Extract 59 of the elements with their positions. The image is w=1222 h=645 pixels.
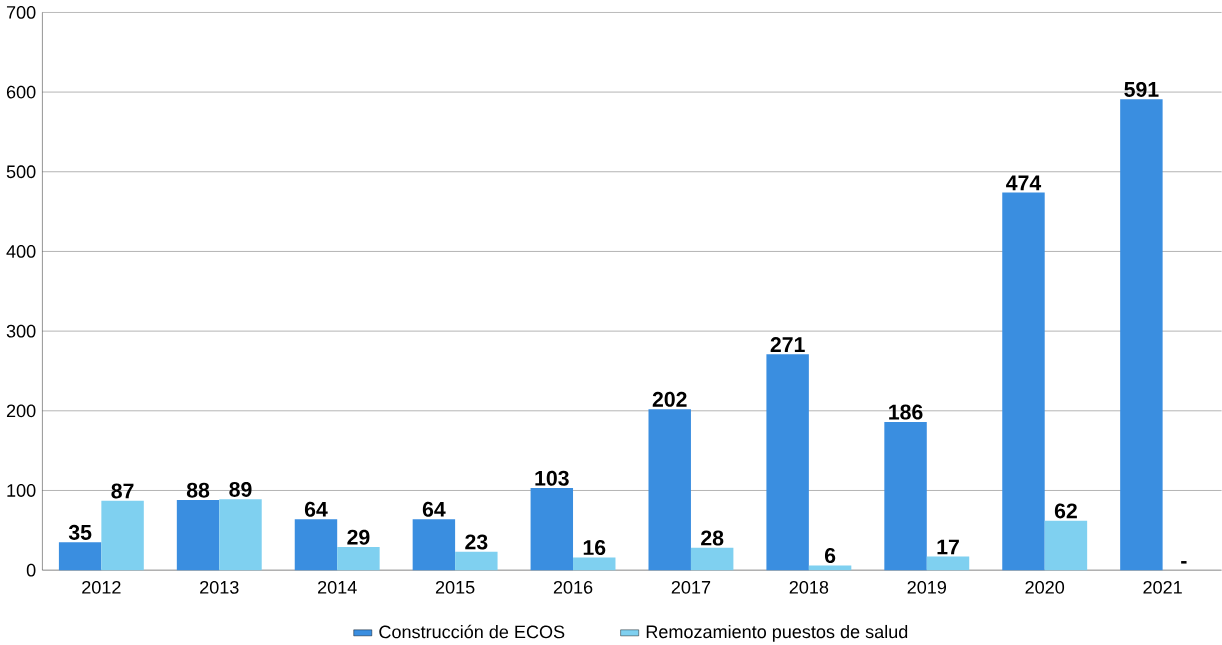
data-label: 28 bbox=[701, 530, 724, 546]
x-tick-label: 2018 bbox=[789, 580, 829, 594]
data-label: 202 bbox=[652, 391, 687, 407]
data-label: 35 bbox=[68, 524, 92, 540]
legend-label: Remozamiento puestos de salud bbox=[646, 624, 908, 642]
bar bbox=[294, 519, 338, 571]
data-label: 64 bbox=[422, 501, 446, 517]
x-tick-label: 2016 bbox=[553, 580, 593, 594]
x-tick-label: 2012 bbox=[82, 580, 121, 594]
bar bbox=[455, 551, 498, 571]
data-label: 23 bbox=[465, 534, 488, 550]
y-tick-label: 0 bbox=[26, 563, 36, 577]
x-tick-label: 2015 bbox=[435, 580, 475, 594]
x-tick-label: 2017 bbox=[671, 580, 711, 594]
x-tick-label: 2013 bbox=[200, 580, 239, 594]
bar bbox=[337, 547, 380, 571]
y-tick-label: 400 bbox=[6, 245, 36, 258]
bar bbox=[219, 499, 262, 571]
x-tick-label: 2020 bbox=[1025, 580, 1065, 594]
data-label: 474 bbox=[1006, 175, 1042, 191]
y-tick-label: 300 bbox=[6, 324, 36, 338]
y-tick-label: 600 bbox=[6, 85, 36, 99]
y-tick-label: 100 bbox=[7, 484, 36, 497]
y-tick-label: 700 bbox=[6, 5, 36, 19]
bar bbox=[648, 409, 691, 571]
y-tick-label: 500 bbox=[6, 165, 36, 179]
data-label: 16 bbox=[583, 540, 606, 556]
data-label: 271 bbox=[770, 337, 805, 352]
data-label: 29 bbox=[347, 529, 370, 545]
bar bbox=[1120, 99, 1163, 571]
bar bbox=[884, 421, 927, 571]
bar bbox=[101, 500, 144, 571]
bar bbox=[58, 542, 102, 571]
data-label: 64 bbox=[304, 501, 328, 517]
data-label: 186 bbox=[889, 404, 923, 420]
x-tick-label: 2019 bbox=[907, 580, 947, 594]
bar bbox=[690, 547, 734, 571]
data-label: 103 bbox=[535, 470, 569, 486]
data-label: 62 bbox=[1054, 503, 1077, 519]
data-label: 88 bbox=[186, 482, 210, 498]
legend-label: Construcción de ECOS bbox=[379, 624, 565, 639]
bar bbox=[766, 354, 809, 571]
bar bbox=[573, 557, 616, 571]
bar bbox=[176, 500, 220, 571]
bar bbox=[926, 556, 970, 571]
bar bbox=[1044, 520, 1088, 571]
bar bbox=[412, 519, 456, 571]
data-label: 89 bbox=[229, 481, 252, 497]
data-label: 87 bbox=[111, 483, 134, 499]
data-label: 17 bbox=[937, 539, 959, 555]
data-label: 6 bbox=[824, 547, 836, 564]
y-tick-label: 200 bbox=[6, 404, 36, 418]
bar bbox=[530, 488, 574, 571]
text: - bbox=[1181, 561, 1187, 564]
bar bbox=[808, 565, 852, 571]
x-tick-label: 2021 bbox=[1143, 580, 1182, 594]
x-tick-label: 2014 bbox=[318, 580, 357, 594]
bar bbox=[1002, 192, 1045, 571]
data-label: 591 bbox=[1124, 81, 1159, 97]
